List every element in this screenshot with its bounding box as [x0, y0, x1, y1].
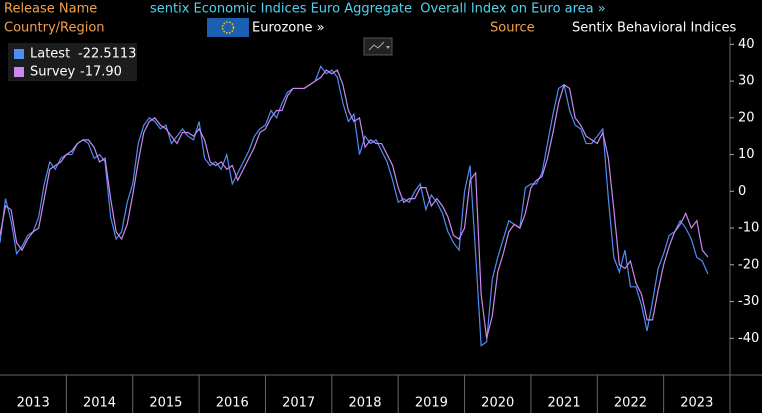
x-tick-label: 2022 — [614, 396, 647, 411]
x-tick-label: 2020 — [481, 396, 514, 411]
legend-swatch — [14, 49, 24, 59]
plot-area: -40 -30 -20 -10 0 10 20 30 40 2013 2014 2015 2016 201… — [0, 37, 762, 413]
chart-type-icon — [368, 41, 385, 51]
x-tick-label: 2019 — [415, 396, 448, 411]
legend-label: Latest — [30, 47, 70, 62]
x-tick-label: 2017 — [282, 396, 315, 411]
legend-swatch — [14, 67, 24, 77]
country-label: Country/Region — [4, 21, 105, 36]
y-tick-label: 10 — [738, 147, 755, 162]
country-value[interactable]: Eurozone » — [252, 21, 325, 36]
chart-type-button[interactable] — [363, 37, 393, 56]
y-tick-label: -30 — [738, 294, 759, 309]
source-value: Sentix Behavioral Indices — [572, 21, 737, 36]
legend-value: -17.90 — [80, 65, 122, 80]
flag-stars — [221, 21, 235, 34]
y-tick-label: -40 — [738, 331, 759, 346]
x-tick-label: 2016 — [216, 396, 249, 411]
x-tick-label: 2015 — [149, 396, 182, 411]
source-label: Source — [490, 21, 535, 36]
series-line — [0, 65, 709, 347]
y-tick-label: 0 — [738, 184, 746, 199]
x-tick-label: 2021 — [548, 396, 581, 411]
legend-value: -22.5113 — [78, 47, 136, 62]
legend — [8, 43, 137, 81]
y-tick-label: 40 — [738, 37, 755, 52]
x-tick-label: 2013 — [17, 396, 50, 411]
y-tick-label: -10 — [738, 221, 759, 236]
y-tick-label: 20 — [738, 110, 755, 125]
release-name-label: Release Name — [4, 2, 97, 17]
x-tick-label: 2023 — [680, 396, 713, 411]
x-tick-label: 2014 — [83, 396, 116, 411]
legend-label: Survey — [30, 65, 76, 80]
x-tick-label: 2018 — [348, 396, 381, 411]
flag-box — [207, 18, 249, 37]
dropdown-arrow — [386, 46, 390, 49]
chart-title[interactable]: sentix Economic Indices Euro Aggregate O… — [150, 2, 606, 17]
y-tick-label: -20 — [738, 257, 759, 272]
series-line — [0, 69, 709, 339]
y-tick-label: 30 — [738, 74, 755, 89]
